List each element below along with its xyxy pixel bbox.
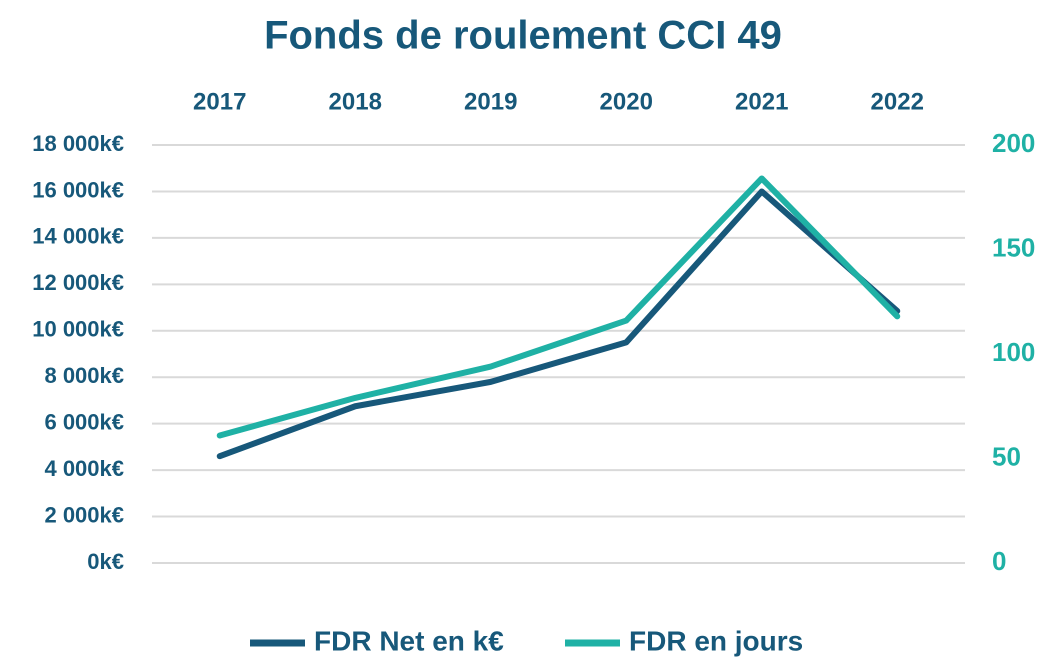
x-tick-label: 2017: [193, 88, 246, 115]
x-tick-label: 2022: [871, 88, 924, 115]
y-tick-label: 4 000k€: [44, 456, 124, 481]
series-line: [216, 188, 901, 460]
y-tick-label: 10 000k€: [32, 317, 124, 342]
y2-tick-label: 200: [992, 128, 1035, 158]
chart-title: Fonds de roulement CCI 49: [264, 14, 782, 58]
y-tick-label: 14 000k€: [32, 224, 124, 249]
y-tick-label: 12 000k€: [32, 270, 124, 295]
legend-label: FDR Net en k€: [314, 625, 504, 656]
x-tick-label: 2020: [600, 88, 653, 115]
y-tick-label: 8 000k€: [44, 363, 124, 388]
y2-tick-label: 150: [992, 232, 1035, 262]
y2-tick-label: 100: [992, 337, 1035, 367]
y-tick-label: 18 000k€: [32, 131, 124, 156]
legend-label: FDR en jours: [629, 625, 803, 656]
y-tick-label: 0k€: [87, 549, 124, 574]
y2-tick-label: 0: [992, 546, 1006, 576]
y2-tick-label: 50: [992, 441, 1021, 471]
x-tick-label: 2018: [329, 88, 382, 115]
series-line: [216, 175, 901, 439]
y-tick-label: 16 000k€: [32, 177, 124, 202]
y-tick-label: 2 000k€: [44, 502, 124, 527]
y-tick-label: 6 000k€: [44, 409, 124, 434]
x-tick-label: 2019: [464, 88, 517, 115]
x-tick-label: 2021: [735, 88, 788, 115]
